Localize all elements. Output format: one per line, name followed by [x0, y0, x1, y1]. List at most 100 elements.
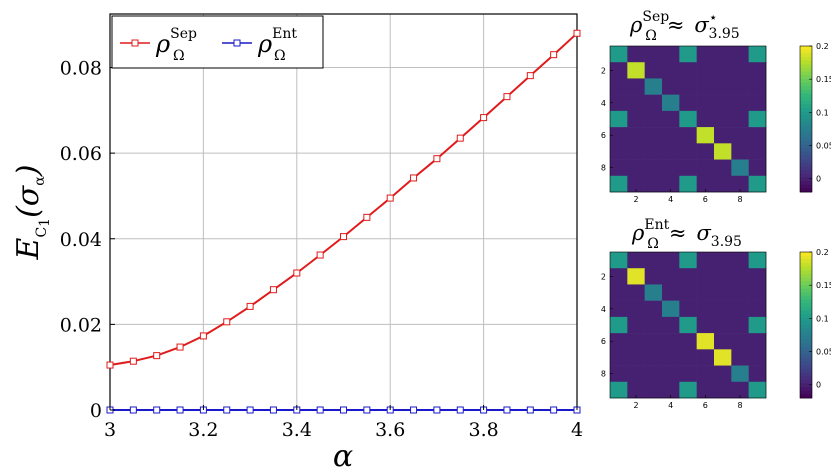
- colorbar-segment: [800, 137, 812, 142]
- heatmap-cell: [696, 110, 715, 128]
- heatmap-cell: [696, 46, 715, 63]
- heatmap-cell: [627, 143, 645, 160]
- heatmap-cell: [662, 300, 680, 318]
- heatmap-cell: [731, 175, 749, 193]
- colorbar-segment: [800, 325, 812, 330]
- heatmap-cell: [748, 316, 767, 334]
- colorbar-segment: [800, 357, 812, 362]
- heatmap-cell: [731, 300, 749, 318]
- colorbar-tick-label: 0.05: [816, 348, 831, 357]
- x-tick-label: 3.6: [375, 419, 405, 441]
- heatmap-cell: [696, 365, 715, 383]
- colorbar-segment: [800, 89, 812, 94]
- colorbar-segment: [800, 321, 812, 326]
- heatmap-cell: [644, 300, 663, 318]
- colorbar-segment: [800, 262, 812, 267]
- colorbar-frame: [799, 251, 813, 399]
- colorbar-segment: [800, 78, 812, 83]
- heatmap-cell: [714, 268, 732, 285]
- heatmap-cell: [644, 110, 663, 128]
- heatmap-cell: [748, 268, 767, 285]
- data-point-ent: [456, 406, 464, 414]
- data-point-ent: [363, 406, 371, 414]
- colorbar-segment: [800, 339, 812, 344]
- colorbar-segment: [800, 75, 812, 80]
- heatmap-cell: [714, 300, 732, 318]
- heatmap-cell: [731, 159, 749, 177]
- colorbar-segment: [800, 144, 812, 149]
- heatmap-cell: [662, 349, 680, 366]
- colorbar-segment: [800, 82, 812, 87]
- heatmap-cell: [627, 268, 645, 285]
- heatmap-cell: [748, 300, 767, 318]
- heatmap-cell: [644, 175, 663, 193]
- heatmap-cell: [627, 175, 645, 193]
- heatmap-cell: [610, 159, 628, 177]
- heatmap-cell: [644, 159, 663, 177]
- colorbar-segment: [800, 140, 812, 145]
- colorbar-tick-label: 0: [816, 175, 821, 184]
- heatmap-cell: [748, 381, 767, 399]
- heatmap-ent-ticks: 2 4 6 8 2 4 6 8: [601, 272, 743, 410]
- heatmap-cell: [610, 333, 628, 350]
- colorbar-segment: [800, 354, 812, 359]
- heatmap-x-tick-label: 2: [633, 401, 638, 410]
- x-tick-label: 3: [104, 419, 116, 441]
- heatmap-cell: [662, 381, 680, 399]
- heatmap-cell: [748, 127, 767, 144]
- colorbar-segment: [800, 379, 812, 384]
- heatmap-cell: [627, 110, 645, 128]
- colorbar-segment: [800, 119, 812, 124]
- heatmap-cell: [731, 252, 749, 269]
- heatmap-cell: [679, 175, 697, 193]
- heatmap-cell: [679, 46, 697, 63]
- heatmap-cell: [714, 381, 732, 399]
- colorbar-frame: [799, 45, 813, 193]
- data-point-ent: [550, 406, 558, 414]
- heatmap-cell: [610, 78, 628, 95]
- heatmap-cell: [714, 46, 732, 63]
- heatmap-cell: [714, 349, 732, 366]
- y-axis-title: EC1(σα): [11, 165, 53, 261]
- data-point-ent: [269, 406, 277, 414]
- heatmap-cell: [610, 252, 628, 269]
- x-tick-label: 3.4: [282, 419, 312, 441]
- heatmap-cell: [679, 300, 697, 318]
- heatmap-cell: [644, 316, 663, 334]
- colorbar-tick-label: 0.15: [816, 75, 831, 84]
- heatmap-cell: [714, 175, 732, 193]
- data-point-ent: [410, 406, 418, 414]
- heatmap-cell: [644, 127, 663, 144]
- heatmap-cell: [662, 94, 680, 112]
- colorbar-segment: [800, 368, 812, 373]
- data-point-ent: [316, 406, 324, 414]
- heatmap-cell: [696, 349, 715, 366]
- heatmap-cell: [662, 252, 680, 269]
- line-chart: 3 3.2 3.4 3.6 3.8 4 0 0.02 0.04 0.06 0.08 α EC1(σα…: [11, 13, 583, 474]
- heatmap-cell: [696, 333, 715, 350]
- heatmap-cell: [610, 381, 628, 399]
- colorbar-tick-label: 0: [816, 381, 821, 390]
- colorbar-segment: [800, 266, 812, 271]
- colorbar-segment: [800, 67, 812, 72]
- heatmap-cell: [714, 252, 732, 269]
- heatmap-cell: [679, 284, 697, 301]
- y-tick-label: 0.08: [60, 58, 102, 80]
- heatmap-cell: [610, 94, 628, 112]
- heatmap-cell: [731, 94, 749, 112]
- heatmap-x-tick-label: 6: [703, 195, 708, 204]
- heatmap-frame: [609, 45, 767, 193]
- legend-ent-label: ρEnt Ω: [257, 26, 297, 64]
- colorbar-tick-label: 0.15: [816, 281, 831, 290]
- legend: ρSep Ω ρEnt Ω: [111, 15, 324, 69]
- colorbar-segment: [800, 155, 812, 160]
- heatmap-cell: [731, 333, 749, 350]
- data-point-sep: [573, 29, 581, 37]
- colorbar-segment: [800, 383, 812, 388]
- heatmap-cell: [610, 268, 628, 285]
- heatmap-cell: [731, 62, 749, 79]
- heatmap-sep-title: ρSep Ω ≈ σ⋆ 3.95: [629, 9, 740, 44]
- colorbar-segment: [800, 133, 812, 138]
- y-tick-label: 0: [90, 400, 102, 422]
- heatmap-cell: [662, 127, 680, 144]
